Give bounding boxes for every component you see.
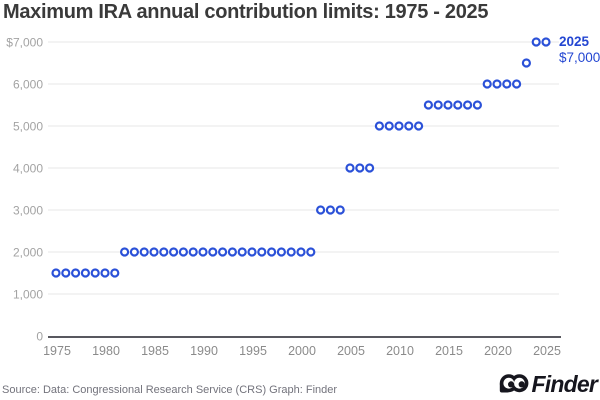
data-point-1985 (149, 247, 159, 257)
x-tick-label-1990: 1990 (190, 344, 218, 358)
x-tick-label-2010: 2010 (386, 344, 414, 358)
x-tick-label-2015: 2015 (435, 344, 463, 358)
y-tick-label-2000: 2,000 (13, 246, 43, 260)
data-point-1984 (139, 247, 149, 257)
data-point-1980 (100, 268, 110, 278)
data-point-2005 (345, 163, 355, 173)
data-point-2009 (384, 121, 394, 131)
data-point-2013 (423, 100, 433, 110)
data-point-1998 (276, 247, 286, 257)
data-point-1977 (70, 268, 81, 278)
data-point-2002 (316, 205, 326, 215)
data-point-1988 (178, 247, 188, 257)
data-point-1979 (90, 268, 100, 278)
data-point-1978 (80, 268, 91, 278)
data-point-2021 (502, 79, 512, 89)
annotation-value: $7,000 (559, 50, 600, 65)
x-tick-label-2020: 2020 (484, 344, 512, 358)
data-point-1996 (257, 247, 267, 257)
data-point-2012 (414, 121, 424, 131)
source-note: Source: Data: Congressional Research Ser… (2, 384, 338, 396)
y-tick-label-6000: 6,000 (13, 78, 43, 92)
data-point-1997 (267, 247, 277, 257)
y-tick-label-3000: 3,000 (13, 204, 43, 218)
data-point-2015 (443, 100, 453, 110)
data-point-1994 (237, 247, 247, 257)
data-point-1999 (286, 247, 296, 257)
data-point-2003 (325, 205, 335, 215)
x-tick-label-1980: 1980 (92, 344, 120, 358)
data-point-2023 (521, 58, 532, 68)
data-point-2008 (374, 121, 384, 131)
y-tick-label-1000: 1,000 (13, 288, 43, 302)
finder-logo: Finder (499, 370, 598, 397)
x-tick-label-2005: 2005 (337, 344, 365, 358)
data-point-1983 (129, 247, 139, 257)
y-tick-label-7000: $7,000 (6, 36, 43, 50)
data-point-2024 (531, 37, 541, 47)
y-tick-label-0: 0 (36, 330, 43, 344)
data-point-1992 (218, 247, 228, 257)
data-point-2025 (541, 37, 551, 47)
finder-wordmark: Finder (531, 370, 598, 397)
data-point-1989 (188, 247, 198, 257)
finder-eyes-icon (499, 374, 528, 393)
data-point-2004 (335, 205, 345, 215)
data-point-2011 (404, 121, 414, 131)
data-point-1991 (208, 247, 218, 257)
data-point-2018 (472, 100, 482, 110)
data-point-2000 (296, 247, 306, 257)
data-point-2019 (482, 79, 492, 89)
x-tick-label-1995: 1995 (239, 344, 267, 358)
data-point-1976 (61, 268, 71, 278)
data-point-2006 (355, 163, 365, 173)
data-point-2007 (365, 163, 375, 173)
y-tick-label-4000: 4,000 (13, 162, 43, 176)
data-point-2020 (492, 79, 502, 89)
data-point-2014 (433, 100, 443, 110)
data-point-2010 (394, 121, 404, 131)
chart-title: Maximum IRA annual contribution limits: … (3, 1, 489, 23)
x-tick-label-1985: 1985 (141, 344, 169, 358)
data-point-2022 (511, 79, 522, 89)
data-point-1981 (110, 268, 120, 278)
data-point-1995 (247, 247, 257, 257)
data-point-2017 (463, 100, 473, 110)
data-point-2016 (453, 100, 463, 110)
x-tick-label-2000: 2000 (288, 344, 316, 358)
annotation-year: 2025 (559, 34, 590, 49)
data-point-1990 (198, 247, 208, 257)
x-tick-label-2025: 2025 (533, 344, 561, 358)
data-point-1993 (227, 247, 237, 257)
data-point-2001 (306, 247, 316, 257)
data-point-1987 (169, 247, 179, 257)
y-tick-label-5000: 5,000 (13, 120, 43, 134)
data-point-1975 (51, 268, 61, 278)
x-tick-label-1975: 1975 (43, 344, 71, 358)
data-point-1986 (159, 247, 169, 257)
data-point-1982 (119, 247, 130, 257)
